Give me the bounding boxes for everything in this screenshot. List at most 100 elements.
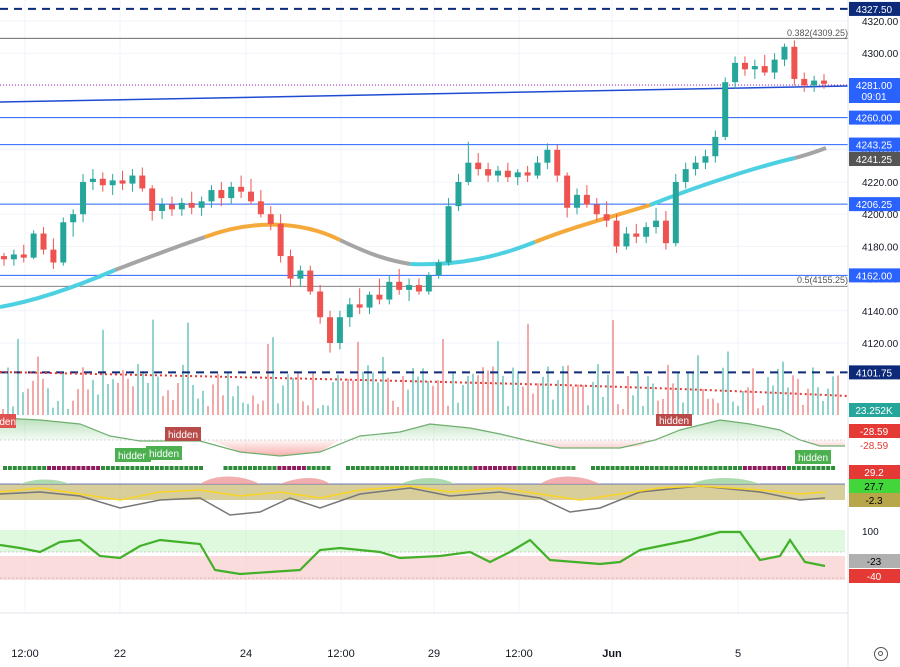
signal-dot [419,466,424,470]
level-label-bg [849,137,900,152]
signal-dot [620,466,625,470]
candle [89,169,96,191]
rsi-green-blobs [20,478,760,484]
signal-dot [625,466,630,470]
signal-dot [96,466,101,470]
candle [465,141,472,186]
signal-dot [738,466,742,470]
divergence-tag-2[interactable]: hidden [165,427,201,441]
volume-bar [42,378,44,415]
volume-bar [827,388,829,415]
volume-bar [87,389,89,415]
signal-dot [551,466,556,470]
settings-gear-icon[interactable] [874,647,888,661]
candle [712,130,719,163]
signal-dot [542,466,546,470]
time-tick-label: 24 [240,648,252,660]
volume-bar [732,401,734,415]
signal-dot [664,466,669,470]
signal-dot [708,466,713,470]
volume-bar [142,371,144,415]
candle [485,162,492,182]
signal-dot [439,466,444,470]
signal-dot [27,466,32,470]
signal-dot [684,466,689,470]
signal-dot [399,466,404,470]
candle [653,207,660,234]
signal-dot [630,466,635,470]
volume-bar [162,396,164,415]
svg-text:23.252K: 23.252K [855,406,893,417]
volume-bar [667,364,669,415]
divergence-tag-3[interactable]: hidden [115,448,151,462]
signal-dot [135,466,140,470]
signal-dot [483,466,488,470]
signal-dot [787,466,791,470]
moving-average-orange-2 [534,203,651,244]
candle [80,173,87,223]
volume-bar [252,395,254,415]
signal-dot [42,466,47,470]
signal-dot [262,466,267,470]
volume-bar [72,400,74,415]
horizontal-levels [0,7,848,374]
signal-dot [826,466,831,470]
candle [643,222,650,244]
volume-bar [677,372,679,415]
signal-dot [32,466,37,470]
candle [692,156,699,176]
signal-dot [125,466,130,470]
divergence-tag-6[interactable]: hidden [795,450,831,464]
signal-dot [468,466,473,470]
step-line [0,530,826,576]
volume-bar [497,341,499,415]
svg-text:-28.59: -28.59 [860,441,889,452]
price-axis[interactable]: 4120.004140.004160.004180.004200.004220.… [862,17,899,350]
time-tick-label: 22 [114,648,126,660]
volume-bar [707,398,709,415]
volume-bar [822,401,824,415]
signal-dot [752,466,757,470]
volume-bar [287,374,289,415]
trend-line[interactable] [0,85,849,103]
volume-bar [117,382,119,415]
candle [741,56,748,76]
signal-dot [243,466,248,470]
candle [702,149,709,170]
volume-bar [272,337,274,415]
candle [99,172,106,192]
rsi-red-blobs [200,476,600,484]
price-level-labels: 4327.50 4260.00 4243.25 4206.25 4162.00 4101.… [849,1,900,380]
price-tick-label: 4140.00 [862,307,899,318]
step-indicator-panel [0,530,845,580]
time-axis[interactable]: 12:00 22 24 12:00 29 12:00 Jun 5 [11,648,741,660]
signal-dot [17,466,22,470]
candle [821,74,827,89]
signal-dot [385,466,390,470]
candle [327,310,334,353]
signal-dot [806,466,811,470]
divergence-tag-4[interactable]: hidden [146,446,182,460]
signal-dot [140,466,145,470]
price-tick-label: 4120.00 [862,339,899,350]
volume-bar [57,400,59,415]
candle [119,170,126,191]
step-value-tags: 100 -23 -40 [849,527,900,583]
volume-bar [307,405,309,415]
volume-bar [787,387,789,415]
time-tick-label: 12:00 [505,648,533,660]
divergence-tag-1[interactable]: hidden [0,414,16,428]
divergence-tag-5[interactable]: hidden [656,414,692,427]
candle [336,310,343,350]
volume-bar [717,402,719,415]
volume-bar [622,408,624,415]
signal-dot [199,466,203,470]
signal-dot [355,466,360,470]
volume-bar [802,404,804,415]
signal-dot [742,466,747,470]
signal-dot [164,466,169,470]
volume-bar [517,371,519,415]
volume-bar [587,405,589,415]
signal-dot [605,466,610,470]
